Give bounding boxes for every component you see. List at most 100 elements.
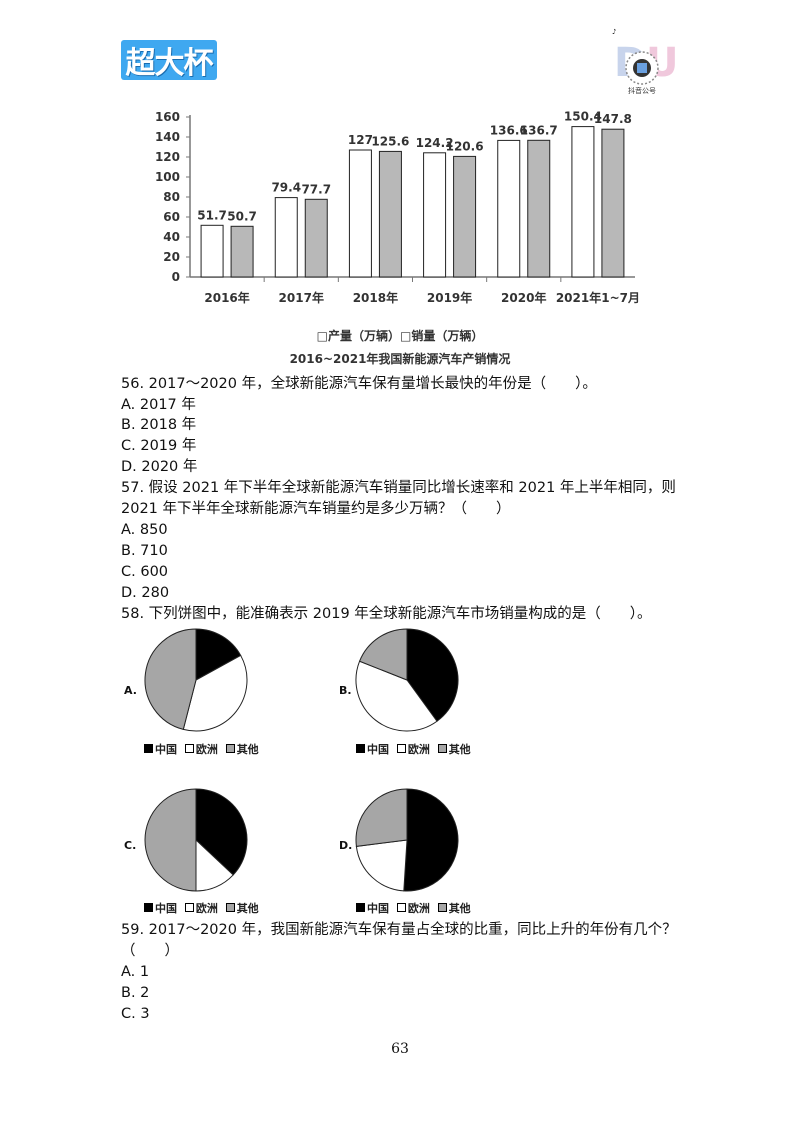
legend-europe: 欧洲: [195, 743, 218, 756]
q56-option-d: D. 2020 年: [121, 459, 198, 475]
china-swatch-icon: [144, 903, 153, 912]
sales-bar: [230, 225, 254, 278]
q57-option-b: B. 710: [121, 543, 168, 559]
pie-chart-c: [144, 788, 248, 892]
pie-c-legend: 中国 欧洲 其他: [144, 900, 259, 916]
y-tick-label: 100: [155, 170, 180, 184]
europe-swatch-icon: [184, 903, 194, 912]
q56-stem: 56. 2017～2020 年，全球新能源汽车保有量增长最快的年份是（ ）。: [121, 376, 597, 392]
x-tick-label: 2016年: [204, 290, 249, 305]
pie-slice-europe: [355, 660, 438, 732]
data-label: 50.7: [227, 209, 257, 223]
x-tick-label: 2017年: [279, 290, 324, 305]
qr-caption: 抖音公号: [628, 87, 656, 95]
logo-text: 超大杯: [125, 46, 214, 81]
legend-china: 中国: [367, 902, 389, 915]
q59-option-b: B. 2: [121, 985, 150, 1001]
pie-slice-other: [144, 788, 197, 892]
europe-swatch-icon: [396, 903, 406, 912]
x-tick-label: 2020年: [501, 290, 546, 305]
y-tick-label: 60: [163, 210, 180, 224]
y-tick-label: 40: [163, 230, 180, 244]
pie-chart-b: [355, 628, 459, 732]
legend-other: 其他: [448, 902, 471, 915]
q57-option-c: C. 600: [121, 564, 169, 580]
q59-option-c: C. 3: [121, 1006, 150, 1022]
q59-stem-line1: 59. 2017～2020 年，我国新能源汽车保有量占全球的比重，同比上升的年份…: [121, 922, 677, 938]
pie-slice-china: [403, 788, 459, 892]
other-swatch-icon: [225, 903, 235, 912]
pie-a-letter: A.: [124, 684, 137, 697]
china-swatch-icon: [144, 744, 153, 753]
pie-slice-china: [195, 628, 242, 681]
y-tick-label: 20: [163, 250, 180, 264]
y-tick-label: 80: [163, 190, 180, 204]
q59-stem-line2: （ ）: [121, 943, 179, 959]
pie-slice-other: [355, 788, 408, 847]
europe-swatch-icon: [184, 744, 194, 753]
data-label: 79.4: [271, 181, 301, 195]
pie-chart-a: [144, 628, 248, 732]
q56-option-a: A. 2017 年: [121, 397, 196, 413]
sales-bar: [378, 150, 402, 278]
pie-a-legend: 中国 欧洲 其他: [144, 741, 259, 757]
other-swatch-icon: [437, 903, 447, 912]
legend-china: 中国: [155, 902, 177, 915]
sales-bar: [527, 139, 551, 278]
europe-swatch-icon: [396, 744, 406, 753]
data-label: 150.4: [564, 110, 602, 124]
pie-d-legend: 中国 欧洲 其他: [356, 900, 471, 916]
y-tick-label: 120: [155, 150, 180, 164]
data-label: 136.7: [520, 123, 558, 137]
data-label: 77.7: [301, 182, 331, 196]
pie-slice-china: [195, 788, 248, 876]
pie-slice-china: [406, 628, 459, 722]
legend-other: 其他: [236, 743, 259, 756]
bar-chart: 0 20 40 60 80 100 120 140 160 51.7 50.7 2016年 79.4 77…: [155, 110, 640, 305]
pie-b-legend: 中国 欧洲 其他: [356, 741, 471, 757]
page-number: 63: [391, 1041, 409, 1057]
pie-d-letter: D.: [339, 839, 353, 852]
pie-slice-other: [144, 628, 197, 731]
legend-china: 中国: [155, 743, 177, 756]
q57-stem-line2: 2021 年下半年全球新能源汽车销量约是多少万辆？（ ）: [121, 501, 511, 517]
data-label: 125.6: [371, 134, 409, 148]
q58-stem: 58. 下列饼图中，能准确表示 2019 年全球新能源汽车市场销量构成的是（ ）…: [121, 606, 652, 622]
production-bar: [274, 197, 298, 278]
pie-b-letter: B.: [339, 684, 352, 697]
legend-europe: 欧洲: [195, 902, 218, 915]
x-tick-label: 2019年: [427, 290, 472, 305]
data-label: 136.6: [490, 123, 528, 137]
legend-europe: 欧洲: [407, 743, 430, 756]
pie-chart-d: [355, 788, 459, 892]
pie-slice-other: [358, 628, 408, 681]
production-bar: [423, 152, 447, 278]
x-tick-label: 2018年: [353, 290, 398, 305]
sales-bar: [453, 155, 477, 278]
svg-text:♪: ♪: [612, 28, 616, 36]
legend-china: 中国: [367, 743, 389, 756]
y-tick-label: 140: [155, 130, 180, 144]
data-label: 124.2: [416, 136, 454, 150]
chart-legend: □产量（万辆）□销量（万辆）: [316, 329, 484, 343]
other-swatch-icon: [437, 744, 447, 753]
q56-option-b: B. 2018 年: [121, 417, 197, 433]
chart-title: 2016~2021年我国新能源汽车产销情况: [289, 352, 511, 366]
production-bar: [497, 139, 521, 278]
pie-c-letter: C.: [124, 839, 137, 852]
production-bar: [571, 126, 595, 278]
legend-other: 其他: [236, 902, 259, 915]
production-bar: [200, 224, 224, 278]
qr-code-icon: ♪ D U: [612, 28, 678, 86]
data-label: 127: [348, 133, 373, 147]
q57-stem-line1: 57. 假设 2021 年下半年全球新能源汽车销量同比增长速率和 2021 年上…: [121, 480, 676, 496]
data-label: 147.8: [594, 112, 632, 126]
legend-other: 其他: [448, 743, 471, 756]
sales-bar: [304, 198, 328, 278]
production-bar: [348, 149, 372, 278]
q57-option-a: A. 850: [121, 522, 168, 538]
q59-option-a: A. 1: [121, 964, 150, 980]
brand-logo: 超大杯: [121, 40, 217, 81]
y-tick-label: 160: [155, 110, 180, 124]
q56-option-c: C. 2019 年: [121, 438, 197, 454]
